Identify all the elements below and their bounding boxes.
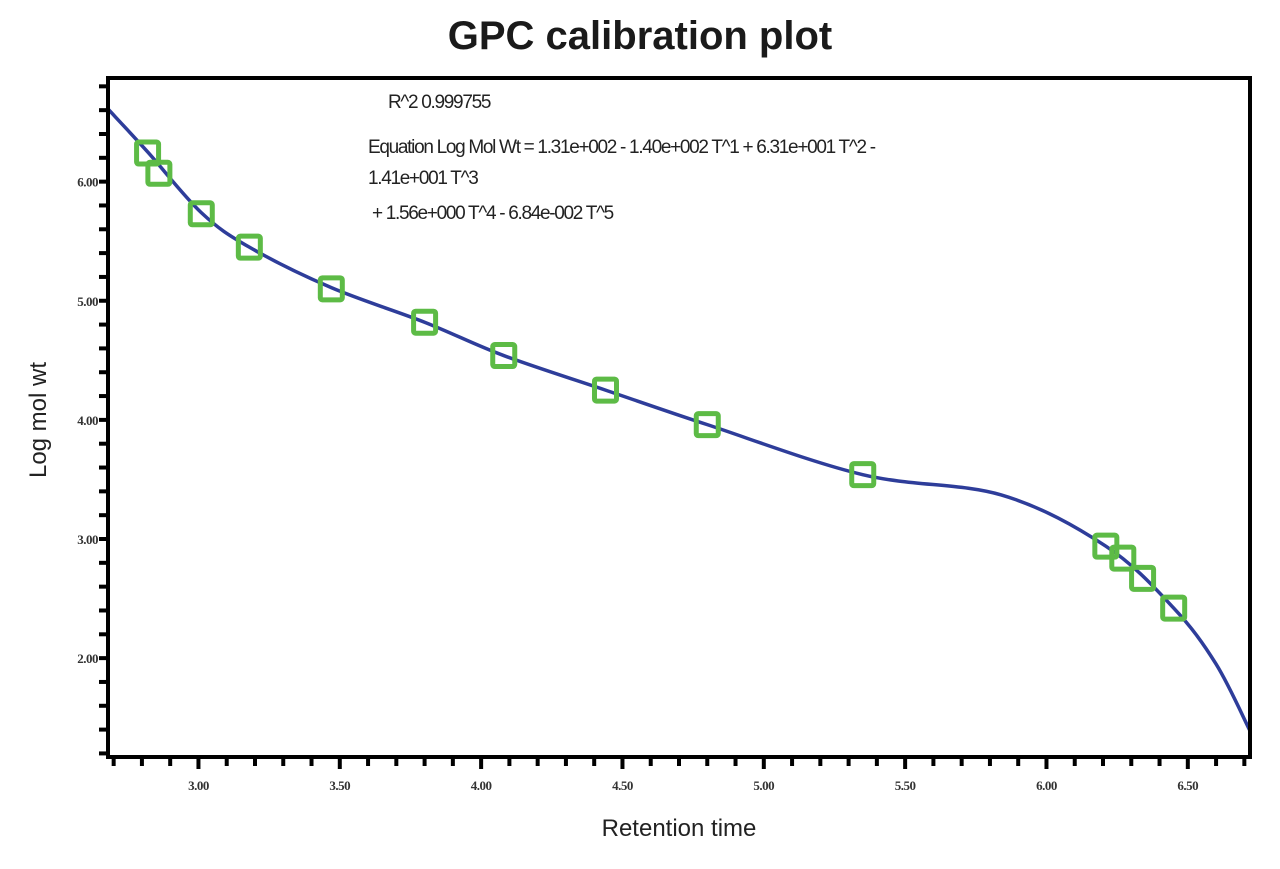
equation-annotation-line2: 1.41e+001 T^3 — [368, 168, 478, 189]
x-tick-labels: 3.00 3.50 4.00 4.50 5.00 5.50 6.00 6.50 — [188, 778, 1199, 793]
ticks — [99, 84, 1247, 769]
y-tick-label: 3.00 — [77, 532, 98, 547]
x-tick-label: 5.50 — [895, 778, 916, 793]
x-tick-label: 4.00 — [471, 778, 492, 793]
data-point — [592, 376, 620, 404]
plot-frame — [106, 76, 1252, 759]
points-layer — [134, 139, 1188, 622]
data-point — [693, 411, 721, 439]
x-tick-label: 5.00 — [753, 778, 774, 793]
x-tick-label: 4.50 — [612, 778, 633, 793]
equation-annotation-line3: + 1.56e+000 T^4 - 6.84e-002 T^5 — [368, 203, 614, 224]
x-tick-label: 6.50 — [1177, 778, 1198, 793]
y-tick-label: 5.00 — [77, 294, 98, 309]
equation-annotation-line1: Equation Log Mol Wt = 1.31e+002 - 1.40e+… — [368, 137, 876, 158]
r-squared-annotation: R^2 0.999755 — [388, 92, 491, 113]
x-tick-label: 6.00 — [1036, 778, 1057, 793]
y-axis-title: Log mol wt — [25, 362, 52, 478]
data-point — [235, 233, 263, 261]
x-tick-label: 3.50 — [329, 778, 350, 793]
data-point — [849, 461, 877, 489]
data-point — [187, 200, 215, 228]
data-point — [411, 308, 439, 336]
chart-title: GPC calibration plot — [447, 14, 833, 58]
y-tick-labels: 2.00 3.00 4.00 5.00 6.00 — [77, 175, 98, 666]
data-point — [1129, 564, 1157, 592]
y-tick-label: 6.00 — [77, 175, 98, 190]
fit-curve — [106, 107, 1252, 732]
y-tick-label: 2.00 — [77, 651, 98, 666]
y-tick-label: 4.00 — [77, 413, 98, 428]
data-point — [1160, 594, 1188, 622]
data-point — [145, 159, 173, 187]
data-point — [490, 342, 518, 370]
x-tick-label: 3.00 — [188, 778, 209, 793]
x-axis-title: Retention time — [602, 815, 757, 842]
fit-curve-layer — [106, 107, 1252, 732]
data-point — [317, 275, 345, 303]
data-point — [1109, 544, 1137, 572]
